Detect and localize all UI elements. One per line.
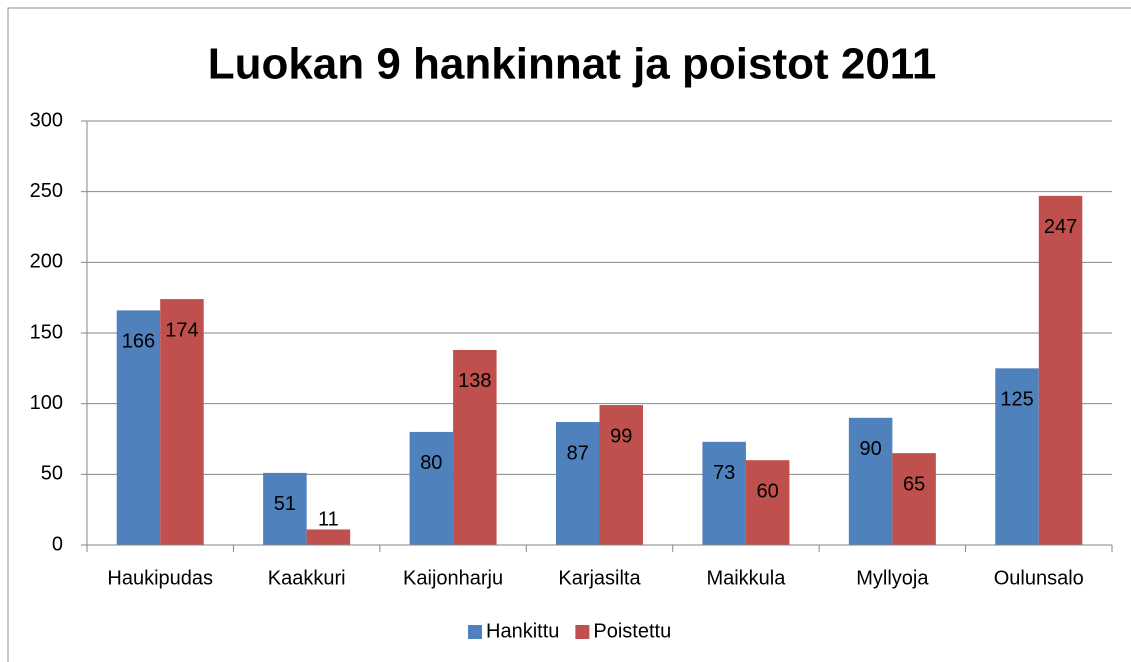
data-label: 51: [274, 493, 296, 515]
data-label: 99: [610, 425, 632, 447]
data-label: 138: [458, 370, 491, 392]
bar: [160, 299, 204, 545]
bar: [453, 349, 497, 545]
x-tick-label: Maikkula: [706, 567, 786, 589]
x-tick-label: Haukipudas: [107, 567, 213, 589]
data-label: 166: [122, 331, 155, 353]
bar: [556, 422, 600, 545]
y-tick-label: 250: [30, 180, 63, 202]
bar: [848, 417, 893, 545]
legend-swatch: [575, 625, 590, 639]
data-label: 247: [1044, 216, 1077, 238]
data-label: 11: [318, 508, 339, 530]
data-label: 65: [903, 473, 925, 495]
legend-label: Hankittu: [486, 620, 559, 642]
x-tick-label: Myllyoja: [856, 567, 929, 589]
x-tick-label: Karjasilta: [558, 567, 641, 589]
x-tick-label: Oulunsalo: [994, 567, 1084, 589]
legend-label: Poistettu: [593, 620, 671, 642]
y-tick-label: 100: [30, 392, 63, 414]
bar: [306, 529, 351, 545]
bar: [702, 441, 746, 545]
legend-swatch: [468, 625, 482, 639]
bar: [116, 310, 161, 545]
bar: [995, 368, 1039, 545]
data-label: 80: [420, 452, 442, 474]
x-tick-label: Kaijonharju: [403, 567, 503, 589]
x-tick-label: Kaakkuri: [268, 567, 346, 589]
bar: [1038, 195, 1083, 545]
data-label: 73: [713, 462, 735, 484]
bar: [745, 460, 790, 545]
data-label: 174: [165, 319, 198, 341]
data-label: 87: [567, 442, 589, 464]
y-tick-label: 200: [30, 251, 63, 273]
bar: [892, 453, 936, 545]
data-label: 90: [859, 438, 881, 460]
chart-title: Luokan 9 hankinnat ja poistot 2011: [208, 40, 937, 89]
bar: [263, 472, 307, 545]
y-tick-label: 0: [52, 533, 63, 555]
bar: [599, 405, 643, 545]
data-label: 60: [757, 480, 779, 502]
y-tick-label: 50: [41, 463, 63, 485]
y-tick-label: 300: [30, 109, 63, 131]
y-tick-label: 150: [30, 321, 63, 343]
data-label: 125: [1000, 389, 1033, 411]
bar: [409, 431, 454, 545]
